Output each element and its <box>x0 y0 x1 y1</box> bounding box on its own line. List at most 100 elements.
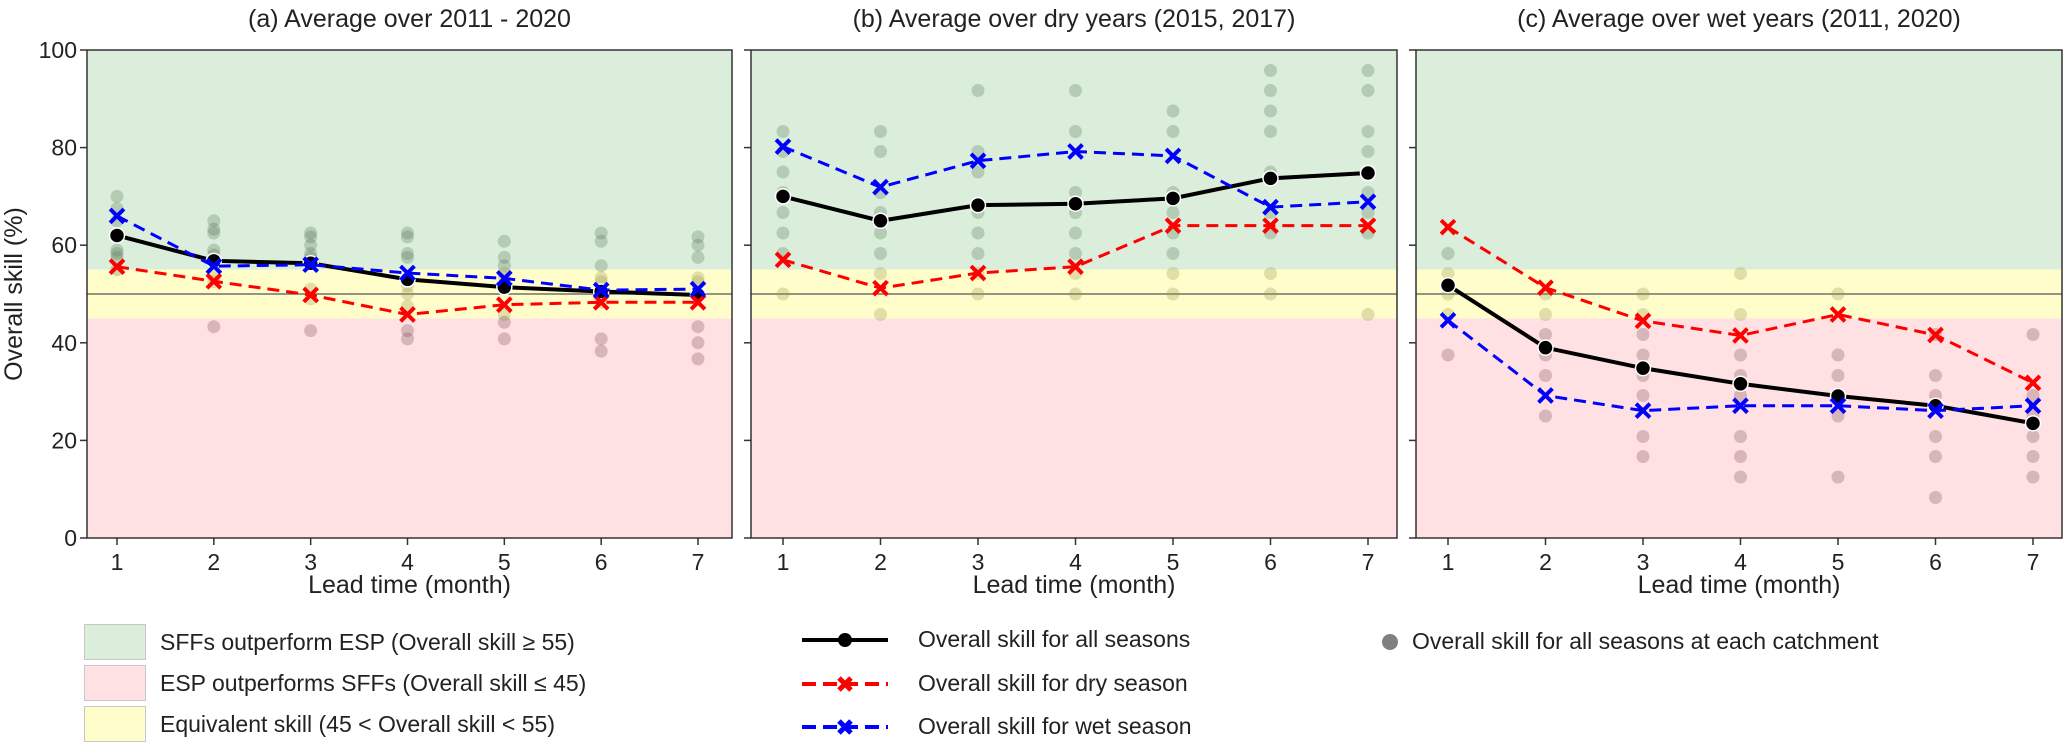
catchment-dot <box>1361 124 1375 138</box>
data-point-dry-season <box>205 272 223 290</box>
catchment-dot <box>304 230 318 244</box>
catchment-dot <box>1069 246 1082 260</box>
catchment-dot <box>497 234 511 248</box>
catchment-dot <box>691 352 705 366</box>
catchment-dot <box>971 165 985 179</box>
data-point-dry-season <box>1262 217 1279 235</box>
catchment-dot <box>1929 429 1942 443</box>
catchment-dot <box>1831 409 1845 423</box>
data-point-dry-season <box>774 251 792 269</box>
catchment-dot <box>594 271 608 285</box>
catchment-dot <box>1636 287 1650 301</box>
panel-title: (a) Average over 2011 - 2020 <box>248 5 571 33</box>
pink-band <box>1416 318 2062 538</box>
data-point-wet-season <box>1262 198 1279 216</box>
data-point-wet-season <box>1439 312 1457 329</box>
data-point-dry-season <box>1359 217 1377 235</box>
catchment-dot <box>594 234 608 248</box>
x-axis-label: Lead time (month) <box>308 571 511 599</box>
legend-item-dry-season: Overall skill for dry season <box>800 670 1188 697</box>
catchment-dot <box>1069 84 1082 98</box>
data-point-all-seasons <box>1359 164 1377 182</box>
data-point-dry-season <box>592 293 610 311</box>
data-point-dry-season <box>872 279 889 297</box>
catchment-dot <box>1264 63 1277 77</box>
catchment-dot <box>776 287 790 301</box>
pink-band-swatch <box>84 665 146 701</box>
catchment-dot <box>1361 145 1375 159</box>
legend-label: Overall skill for dry season <box>918 670 1188 696</box>
x-tick-label: 6 <box>1264 549 1277 575</box>
panel-a: 0 20 40 60 80 100 1 2 3 4 5 6 7 (a) Average over 2011… <box>0 5 733 599</box>
catchment-dot <box>1734 348 1747 362</box>
catchment-dot <box>1636 429 1650 443</box>
catchment-dot <box>1441 246 1455 260</box>
catchment-dot <box>1929 490 1942 504</box>
catchment-dot <box>1361 307 1375 321</box>
catchment-dot <box>1069 124 1082 138</box>
catchment-dot <box>1734 389 1747 403</box>
data-point-dry-season <box>1927 326 1944 344</box>
data-point-dry-season <box>1067 258 1084 276</box>
catchment-dot <box>594 259 608 273</box>
green-band <box>87 50 732 270</box>
catchment-dot <box>401 230 414 244</box>
x-tick-label: 2 <box>207 549 220 575</box>
catchment-dot <box>401 226 414 240</box>
catchment-dot <box>497 332 511 346</box>
data-point-wet-season <box>205 257 223 275</box>
data-point-wet-season <box>1359 193 1377 211</box>
catchment-dot <box>2026 429 2040 443</box>
plot-frame <box>86 49 733 539</box>
data-point-dry-season <box>108 258 126 276</box>
red-dashed-line-x-marker-icon <box>802 675 888 692</box>
green-band <box>751 50 1397 270</box>
catchment-dot <box>1166 267 1180 281</box>
catchment-dot <box>110 189 124 203</box>
data-point-all-seasons <box>1439 276 1457 294</box>
catchment-dot <box>776 206 790 220</box>
data-point-wet-season <box>302 256 319 274</box>
data-point-wet-season <box>1927 402 1944 419</box>
x-tick-label: 4 <box>401 549 414 575</box>
x-tick-label: 1 <box>777 549 790 575</box>
catchment-dot <box>691 336 705 350</box>
catchment-dot <box>1264 267 1277 281</box>
legend-item-sffs-outperform: SFFs outperform ESP (Overall skill ≥ 55) <box>84 624 575 660</box>
data-point-dry-season <box>689 293 707 311</box>
data-point-all-seasons <box>1537 339 1554 356</box>
catchment-dot <box>1734 429 1747 443</box>
legend-label: Overall skill for all seasons <box>918 626 1191 652</box>
catchment-dot <box>1361 206 1375 220</box>
catchment-dot <box>1264 287 1277 301</box>
catchment-dot <box>1361 84 1375 98</box>
figure: 0 20 40 60 80 100 1 2 3 4 5 6 7 (a) Average over 2011… <box>0 5 2063 599</box>
data-point-wet-season <box>592 281 610 299</box>
catchment-dot <box>1734 450 1747 464</box>
catchment-dot <box>971 226 985 240</box>
blue-dashed-line-x-marker-icon <box>802 718 888 735</box>
data-point-wet-season <box>774 138 792 155</box>
data-point-all-seasons <box>1067 195 1084 212</box>
x-axis-label: Lead time (month) <box>973 571 1176 599</box>
catchment-dot <box>1264 84 1277 98</box>
catchment-dot <box>1069 226 1082 240</box>
data-point-wet-season <box>969 152 987 170</box>
legend-item-equivalent: Equivalent skill (45 < Overall skill < 5… <box>84 706 555 742</box>
data-point-all-seasons <box>1732 375 1749 393</box>
catchment-dot <box>691 230 705 244</box>
catchment-dot <box>874 246 887 260</box>
data-point-wet-season <box>496 270 513 287</box>
data-point-wet-season <box>2024 397 2042 415</box>
grey-dot-icon <box>1382 633 1398 650</box>
x-tick-label: 3 <box>972 549 985 575</box>
x-axis-label: Lead time (month) <box>1638 571 1841 599</box>
data-point-all-seasons <box>108 227 126 244</box>
data-point-wet-season <box>872 178 889 196</box>
legend-label: Overall skill for wet season <box>918 713 1192 739</box>
y-tick-label: 20 <box>51 427 77 453</box>
data-point-wet-season <box>1164 147 1182 165</box>
catchment-dot <box>207 226 221 240</box>
x-tick-label: 7 <box>2027 549 2040 575</box>
catchment-dot <box>1929 368 1942 382</box>
